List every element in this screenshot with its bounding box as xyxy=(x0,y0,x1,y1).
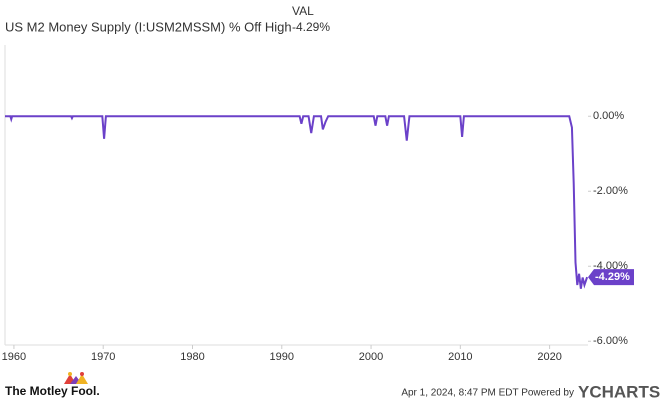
x-tick-label: 1990 xyxy=(270,351,294,363)
x-tick-label: 2020 xyxy=(537,351,561,363)
logo-icon xyxy=(64,372,88,384)
provider: YCHARTS xyxy=(578,382,660,401)
x-tick-label: 2010 xyxy=(448,351,472,363)
value-label: -4.29% xyxy=(595,271,630,283)
y-tick-label: 0.00% xyxy=(593,110,624,122)
x-tick-label: 2000 xyxy=(359,351,383,363)
y-tick-label: -2.00% xyxy=(593,185,628,197)
timestamp: Apr 1, 2024, 8:47 PM EDT Powered by xyxy=(401,388,574,399)
x-tick-label: 1960 xyxy=(2,351,26,363)
chart-title: US M2 Money Supply (I:USM2MSSM) % Off Hi… xyxy=(5,19,292,34)
y-tick-label: -6.00% xyxy=(593,335,628,347)
brand: The Motley Fool. xyxy=(5,384,100,398)
legend-header: VAL xyxy=(292,4,314,18)
x-tick-label: 1980 xyxy=(180,351,204,363)
x-tick-label: 1970 xyxy=(91,351,115,363)
line xyxy=(5,115,589,289)
value-label-box xyxy=(588,269,634,286)
legend-value: -4.29% xyxy=(292,20,330,34)
